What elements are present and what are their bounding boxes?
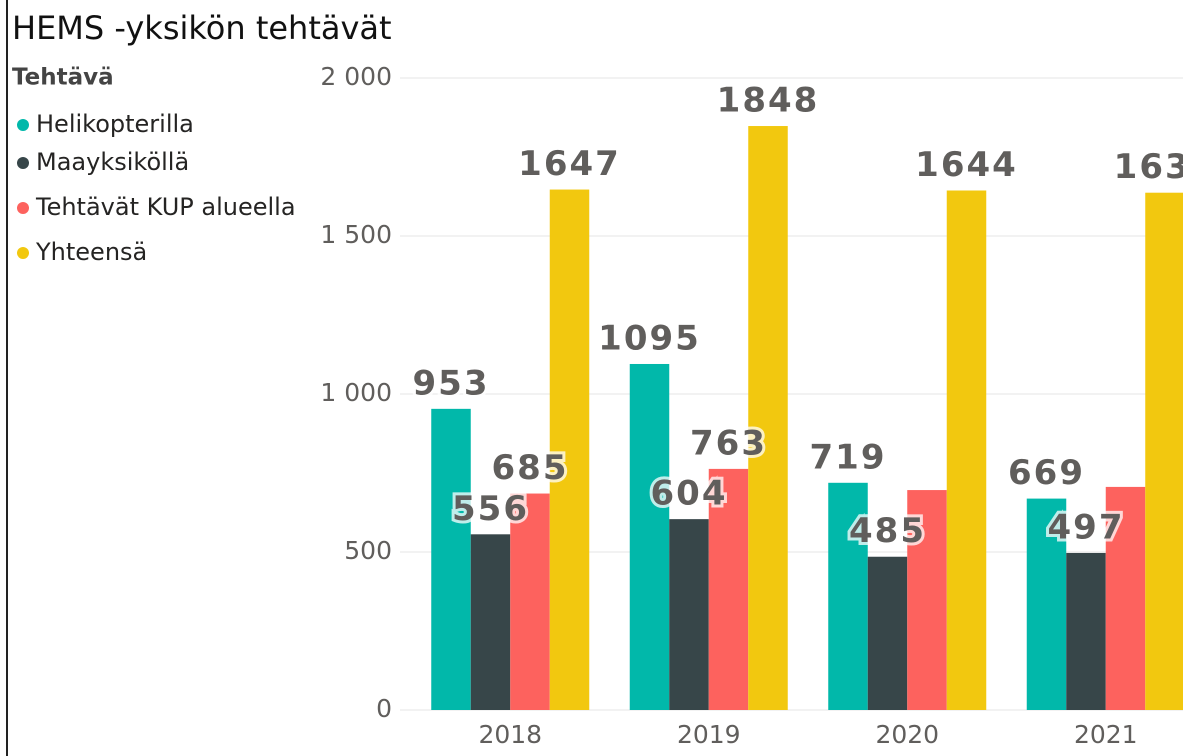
bar — [1066, 552, 1106, 710]
data-label: 556 — [452, 489, 529, 529]
x-tick-label: 2019 — [677, 720, 741, 749]
data-label: 497 — [1048, 507, 1125, 547]
x-tick-label: 2020 — [875, 720, 939, 749]
y-tick-label: 2 000 — [320, 62, 392, 91]
bar — [470, 534, 511, 710]
bar — [549, 189, 590, 711]
data-label: 1644 — [915, 145, 1018, 185]
legend-label: Yhteensä — [35, 238, 147, 266]
legend-title: Tehtävä — [12, 65, 114, 91]
legend-label: Maayksiköllä — [36, 148, 189, 176]
legend-marker — [17, 202, 29, 214]
x-tick-label: 2021 — [1074, 720, 1138, 749]
bar — [867, 556, 908, 710]
data-label: 685 — [492, 448, 569, 488]
data-label: 669 — [1008, 453, 1085, 493]
y-tick-label: 1 000 — [320, 378, 392, 407]
legend-label: Tehtävät KUP alueella — [35, 193, 296, 221]
y-tick-label: 0 — [376, 694, 392, 723]
bar — [510, 493, 550, 710]
bar — [748, 126, 788, 711]
x-tick-label: 2018 — [478, 720, 542, 749]
bar — [669, 519, 709, 710]
data-label: 604 — [651, 474, 728, 514]
legend-marker — [17, 119, 29, 131]
data-label: 1637 — [1114, 147, 1183, 187]
data-label: 485 — [849, 511, 926, 551]
legend-label: Helikopterilla — [36, 110, 194, 138]
bar — [907, 490, 947, 710]
y-tick-label: 1 500 — [320, 220, 392, 249]
data-label: 953 — [413, 363, 490, 403]
bar — [1026, 498, 1067, 710]
legend-marker — [17, 247, 29, 259]
bar — [1145, 192, 1183, 710]
data-label: 763 — [690, 423, 767, 463]
y-tick-label: 500 — [344, 536, 392, 565]
data-label: 1095 — [598, 318, 701, 358]
bar — [946, 190, 987, 711]
bar — [828, 482, 868, 710]
data-label: 719 — [810, 437, 887, 477]
data-label: 1848 — [717, 81, 820, 121]
bar — [629, 363, 670, 710]
data-label: 1647 — [518, 144, 621, 184]
bar — [431, 408, 471, 710]
legend-marker — [17, 157, 29, 169]
chart-title: HEMS -yksikön tehtävät — [12, 9, 392, 47]
bar — [708, 468, 749, 710]
bar — [1105, 486, 1146, 710]
